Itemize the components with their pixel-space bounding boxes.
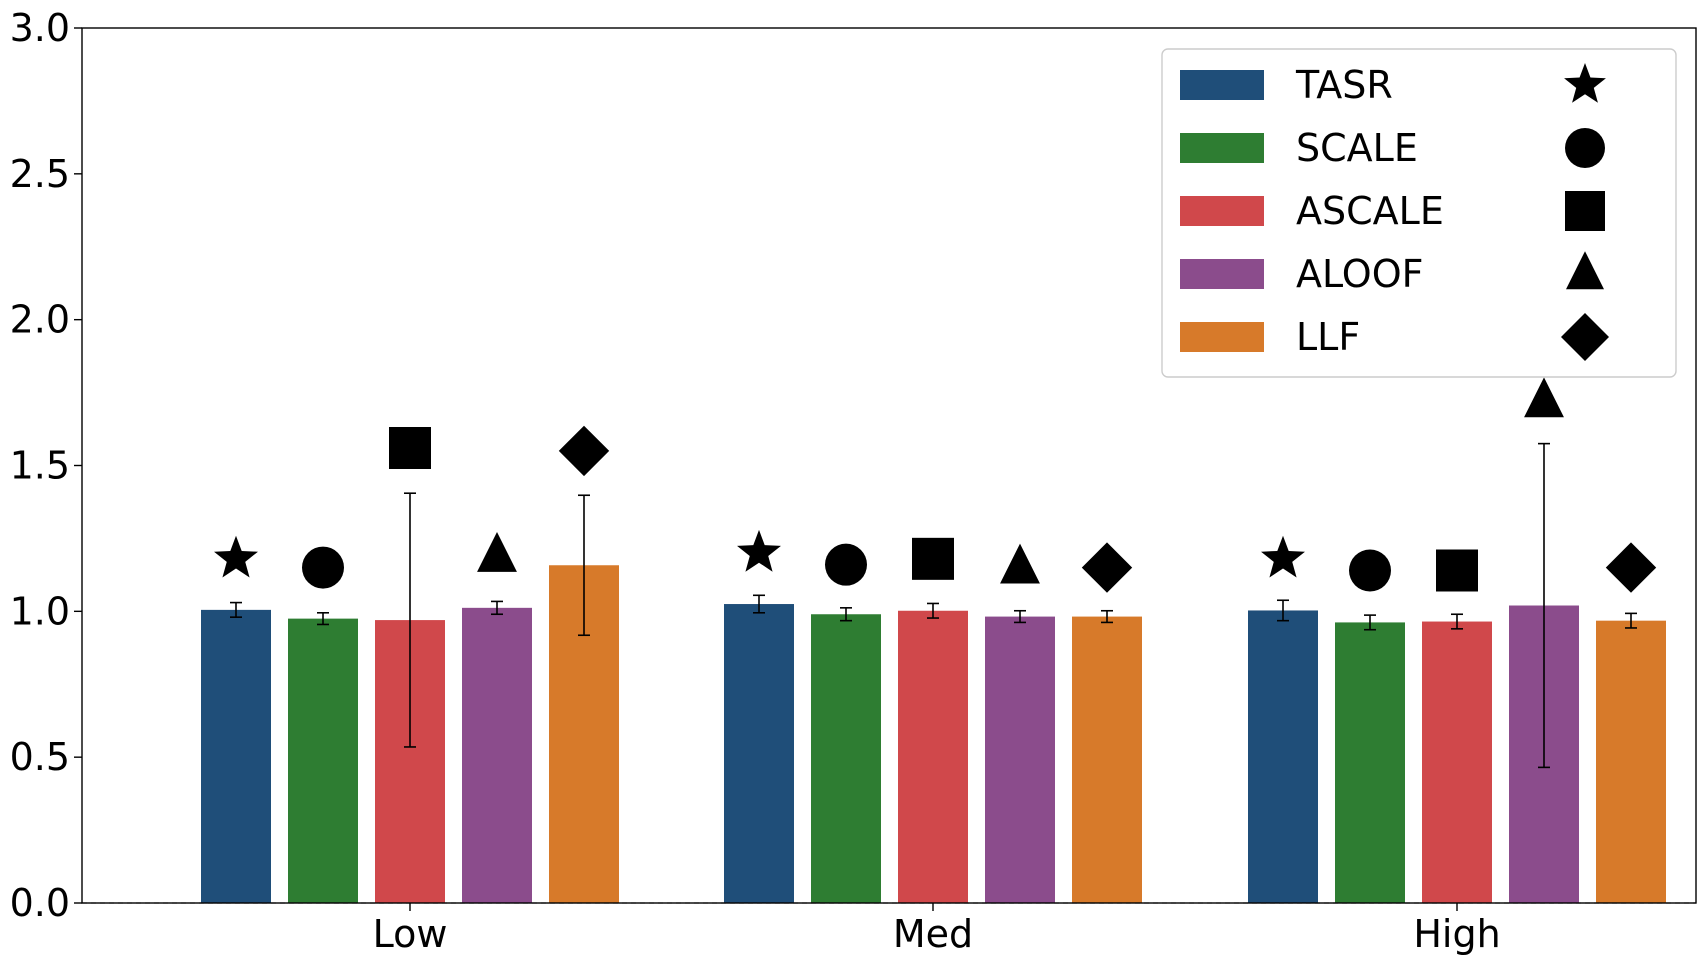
x-tick-label: Low — [373, 912, 448, 956]
bar-tasr-low — [201, 609, 271, 903]
legend-marker-ascale — [1565, 191, 1605, 231]
legend-marker-tasr — [1564, 63, 1606, 103]
y-tick-label: 1.0 — [10, 589, 70, 633]
bar-llf-med — [1072, 616, 1142, 903]
legend-label-llf: LLF — [1296, 315, 1360, 359]
legend-swatch-aloof — [1180, 259, 1264, 289]
markers-layer — [214, 377, 1657, 593]
legend-marker-aloof — [1566, 251, 1604, 290]
bar-scale-med — [811, 614, 881, 903]
bar-tasr-high — [1248, 610, 1318, 903]
bar-tasr-med — [724, 604, 794, 903]
y-tick-label: 2.0 — [10, 298, 70, 342]
marker-tasr-med — [737, 529, 781, 572]
legend-marker-llf — [1561, 313, 1609, 361]
marker-aloof-med — [1000, 543, 1040, 584]
marker-scale-med — [825, 543, 867, 586]
y-tick-label: 0.5 — [10, 735, 70, 779]
marker-ascale-med — [912, 537, 954, 580]
y-tick-label: 3.0 — [10, 6, 70, 50]
legend-box — [1161, 48, 1677, 378]
legend-marker-scale — [1565, 128, 1605, 168]
y-tick-label: 2.5 — [10, 152, 70, 196]
error-bars-layer — [230, 442, 1637, 769]
y-tick-label: 1.5 — [10, 444, 70, 488]
marker-llf-low — [558, 425, 610, 477]
bar-llf-high — [1596, 620, 1666, 903]
legend-label-scale: SCALE — [1296, 126, 1418, 170]
marker-llf-high — [1605, 542, 1657, 593]
marker-scale-low — [302, 546, 344, 589]
legend: TASR SCALE ASCALE ALOOF LLF — [1161, 48, 1677, 378]
bar-aloof-low — [462, 607, 532, 903]
legend-label-ascale: ASCALE — [1296, 189, 1444, 233]
x-tick-label: Med — [893, 912, 973, 956]
marker-ascale-high — [1436, 549, 1478, 592]
axes-layer: 0.0 0.5 1.0 1.5 2.0 2.5 3.0 Low Med High — [10, 6, 1697, 956]
x-tick-label: High — [1413, 912, 1500, 956]
bar-ascale-high — [1422, 621, 1492, 903]
marker-tasr-low — [214, 535, 258, 578]
legend-swatch-scale — [1180, 133, 1264, 163]
bar-aloof-med — [985, 616, 1055, 903]
marker-ascale-low — [389, 427, 431, 469]
legend-label-aloof: ALOOF — [1296, 252, 1424, 296]
marker-aloof-high — [1524, 377, 1564, 418]
y-tick-label: 0.0 — [10, 881, 70, 925]
legend-swatch-ascale — [1180, 196, 1264, 226]
legend-label-tasr: TASR — [1295, 63, 1393, 107]
legend-swatch-llf — [1180, 322, 1264, 352]
marker-aloof-low — [477, 531, 517, 572]
legend-swatch-tasr — [1180, 70, 1264, 100]
bar-ascale-med — [898, 610, 968, 903]
bar-scale-high — [1335, 622, 1405, 903]
marker-scale-high — [1349, 549, 1391, 592]
bars-layer — [201, 565, 1666, 903]
bar-scale-low — [288, 618, 358, 903]
marker-tasr-high — [1261, 535, 1305, 578]
marker-llf-med — [1081, 542, 1133, 593]
